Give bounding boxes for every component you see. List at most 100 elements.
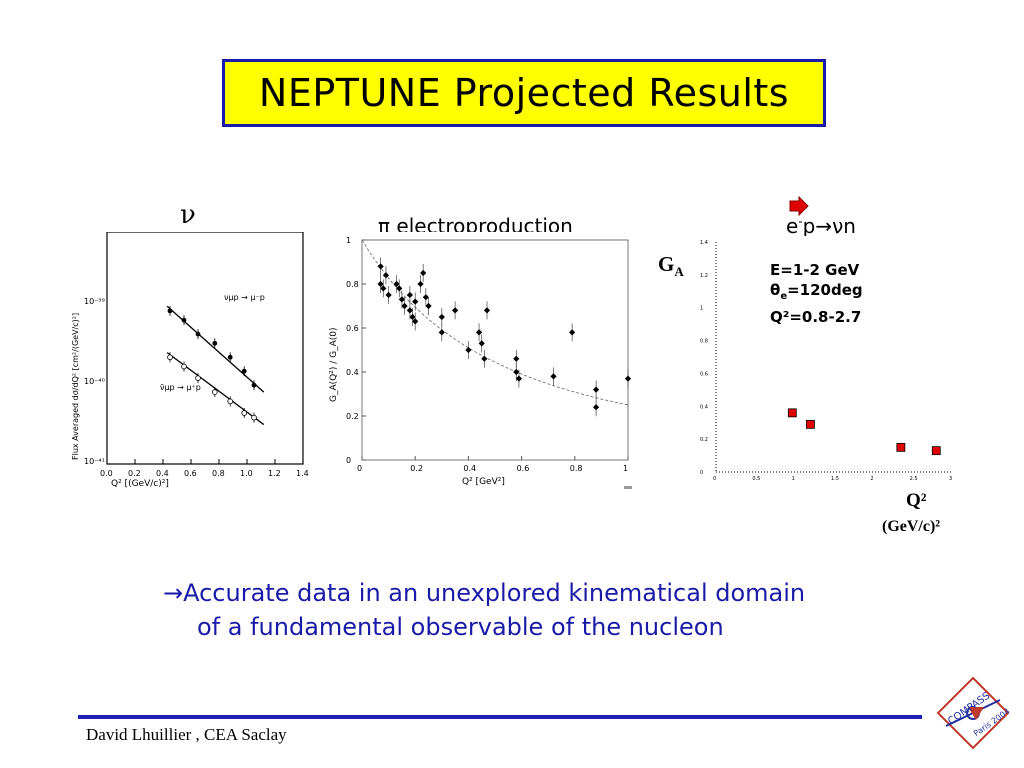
ep-ytick-label: 0.2 xyxy=(700,437,708,443)
conclusion-line-1: →Accurate data in an unexplored kinemati… xyxy=(163,579,806,607)
pi-point xyxy=(451,307,459,314)
pi-ytick-label: 0.4 xyxy=(346,368,359,377)
nu-xtick-label: 0.6 xyxy=(184,469,197,478)
pi-xtick-label: 0.4 xyxy=(463,464,476,473)
pi-point xyxy=(398,296,406,303)
nu-point-open xyxy=(227,398,234,405)
nu-point-filled xyxy=(227,354,233,360)
ep-ytick-label: 1.2 xyxy=(700,273,708,279)
pi-point xyxy=(401,302,408,310)
pi-point xyxy=(412,298,419,305)
ep-info-energy: E=1-2 GeV xyxy=(770,261,860,279)
nu-point-filled xyxy=(241,368,247,374)
ep-point xyxy=(787,408,797,418)
ep-ytick-label: 0.4 xyxy=(700,404,708,410)
pi-point xyxy=(550,373,557,380)
pi-xtick-label: 0.2 xyxy=(410,464,423,473)
pi-point xyxy=(465,346,472,354)
pi-xlabel: Q² [GeV²] xyxy=(462,477,505,487)
title-box: NEPTUNE Projected Results xyxy=(222,59,826,127)
footer-divider xyxy=(78,715,922,719)
nu-xtick-label: 1.0 xyxy=(240,469,253,478)
nu-point-filled xyxy=(212,340,218,346)
nu-point-filled xyxy=(167,308,173,314)
ep-info-angle: θe=120deg xyxy=(770,281,863,302)
pi-ytick-label: 1 xyxy=(346,236,351,245)
nu-xlabel: Q² [(GeV/c)²] xyxy=(111,479,169,489)
ep-ytick-label: 0.6 xyxy=(700,371,708,377)
nu-xtick-label: 0.0 xyxy=(100,469,113,478)
ep-xtick-label: 0 xyxy=(713,476,716,482)
pi-ytick-label: 0 xyxy=(346,456,351,465)
nu-chart: 0.0 0.2 0.4 0.6 0.8 1.0 1.2 1.4 Q² [(GeV/c)²] F… xyxy=(64,232,310,504)
pi-point xyxy=(481,355,488,362)
ep-xaxis-label: Q² xyxy=(906,490,927,511)
pi-point xyxy=(406,307,413,314)
pi-ytick-label: 0.2 xyxy=(346,412,359,421)
nu-curve-label-2: ν̄μp → μ⁺p xyxy=(160,383,201,392)
pi-chart: 0 0.2 0.4 0.6 0.8 1 0 0.2 0.4 0.6 0.8 1 Q² [GeV²] G… xyxy=(322,232,640,504)
pi-point xyxy=(478,340,485,347)
ep-reaction-label: e-p→νn xyxy=(786,214,856,238)
ep-ytick-label: 1 xyxy=(700,306,703,312)
ep-xtick-label: 1.5 xyxy=(831,476,839,482)
slide-title: NEPTUNE Projected Results xyxy=(258,71,790,115)
ep-info-q2: Q²=0.8-2.7 xyxy=(770,308,862,326)
pi-xtick-label: 0.8 xyxy=(570,464,583,473)
pi-point xyxy=(406,291,413,299)
pi-xtick-label: 0.6 xyxy=(517,464,530,473)
ep-xtick-label: 3 xyxy=(949,476,952,482)
pi-ylabel: G_A(Q²) / G_A(0) xyxy=(329,328,339,402)
nu-point-open xyxy=(195,375,201,381)
pi-point xyxy=(425,302,432,310)
conclusion-text: →Accurate data in an unexplored kinemati… xyxy=(163,576,923,644)
arrow-pointer-icon xyxy=(789,196,809,216)
nu-point-open xyxy=(167,354,173,361)
ep-xtick-label: 2.5 xyxy=(910,476,918,482)
nu-point-filled xyxy=(195,331,201,337)
ep-chart: 0 0.5 1 1.5 2 2.5 3 0 0.2 0.4 0.6 0.8 1 1.2 1.4 xyxy=(690,236,962,488)
nu-point-open xyxy=(251,414,257,421)
pi-axes-frame xyxy=(361,239,629,461)
nu-point-filled xyxy=(251,382,257,388)
pi-ytick-label: 0.8 xyxy=(346,280,359,289)
nu-ytick-1: 10⁻³⁹ xyxy=(84,297,105,306)
pi-ytick-label: 0.6 xyxy=(346,324,359,333)
compass-logo: COMPASS Paris 2004 xyxy=(936,676,1010,750)
pi-point xyxy=(438,329,445,336)
nu-xtick-label: 1.4 xyxy=(296,469,309,478)
pi-point xyxy=(513,368,520,376)
pi-point xyxy=(377,280,384,288)
pi-dipole-curve xyxy=(361,239,629,406)
ep-ytick-label: 0.8 xyxy=(700,339,708,345)
ep-point xyxy=(931,446,941,456)
nu-fit-line xyxy=(166,305,265,393)
nu-xtick-label: 0.2 xyxy=(128,469,141,478)
nu-xtick-label: 0.8 xyxy=(212,469,225,478)
nu-point-filled xyxy=(181,317,187,323)
ep-xtick-label: 2 xyxy=(870,476,873,482)
pi-point xyxy=(592,404,600,411)
ep-ytick-label: 1.4 xyxy=(700,240,708,246)
ep-point xyxy=(896,442,906,452)
pi-point xyxy=(569,329,576,336)
pi-point xyxy=(422,294,429,301)
pi-point xyxy=(624,375,632,382)
pi-point xyxy=(420,269,427,277)
nu-xtick-label: 1.2 xyxy=(268,469,281,478)
ga-axis-label: GA xyxy=(658,252,684,280)
ep-info-box: E=1-2 GeV θe=120deg Q²=0.8-2.7 xyxy=(770,260,863,327)
nu-ylabel: Flux Averaged dσ/dQ² [cm²/(GeV/c)²] xyxy=(71,313,80,460)
pi-point xyxy=(475,329,483,336)
pi-point xyxy=(513,355,520,362)
nu-xtick-label: 0.4 xyxy=(156,469,169,478)
nu-label: ν xyxy=(180,200,196,230)
nu-point-open xyxy=(212,389,218,395)
nu-point-open xyxy=(181,363,187,370)
pi-xtick-label: 1 xyxy=(623,464,628,473)
pi-point xyxy=(438,313,445,321)
pi-point xyxy=(592,386,600,393)
ep-xtick-label: 1 xyxy=(792,476,795,482)
pi-scan-artifact xyxy=(624,486,632,489)
nu-axes-frame xyxy=(106,232,304,465)
